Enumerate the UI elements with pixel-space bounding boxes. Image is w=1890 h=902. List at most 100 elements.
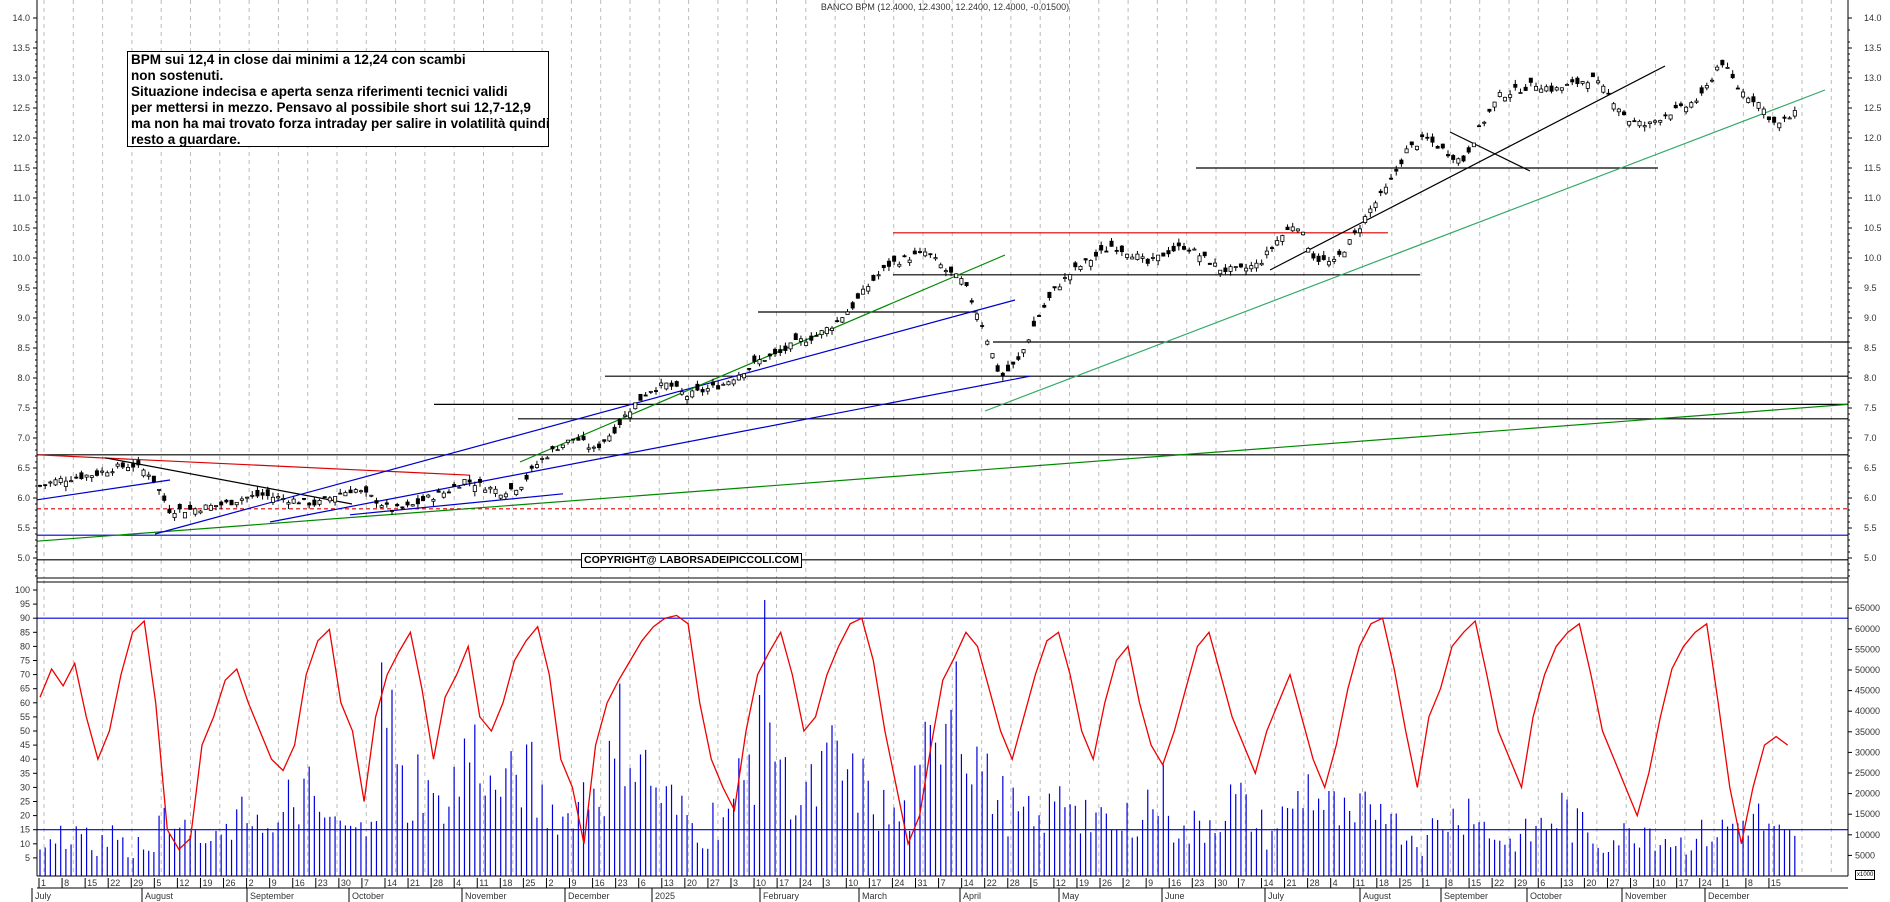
- svg-text:13.0: 13.0: [1864, 73, 1882, 83]
- svg-text:29: 29: [133, 878, 143, 888]
- svg-text:17: 17: [871, 878, 881, 888]
- svg-text:19: 19: [202, 878, 212, 888]
- svg-text:6: 6: [641, 878, 646, 888]
- svg-text:5000: 5000: [1855, 850, 1875, 860]
- svg-text:45000: 45000: [1855, 686, 1880, 696]
- svg-text:2025: 2025: [655, 891, 675, 901]
- svg-text:20000: 20000: [1855, 789, 1880, 799]
- svg-text:3: 3: [733, 878, 738, 888]
- svg-text:2: 2: [548, 878, 553, 888]
- svg-text:30: 30: [20, 782, 30, 792]
- svg-text:90: 90: [20, 613, 30, 623]
- svg-text:65000: 65000: [1855, 603, 1880, 613]
- svg-text:4: 4: [1333, 878, 1338, 888]
- note-line: per mettersi in mezzo. Pensavo al possib…: [131, 100, 531, 115]
- svg-text:9.5: 9.5: [17, 283, 30, 293]
- axes: 5.0 5.0 5.5 5.5 6.0 6.0 6.5 6.5 7.0 7.0 7.5 7.5 8.0 8…: [12, 0, 1882, 902]
- svg-text:30: 30: [341, 878, 351, 888]
- svg-text:22: 22: [1494, 878, 1504, 888]
- note-line: ma non ha mai trovato forza intraday per…: [131, 116, 550, 131]
- svg-text:17: 17: [1679, 878, 1689, 888]
- svg-text:6: 6: [1540, 878, 1545, 888]
- svg-text:60000: 60000: [1855, 624, 1880, 634]
- svg-text:13.5: 13.5: [12, 43, 30, 53]
- svg-text:35: 35: [20, 768, 30, 778]
- svg-text:5.0: 5.0: [17, 553, 30, 563]
- svg-text:80: 80: [20, 641, 30, 651]
- svg-text:8: 8: [64, 878, 69, 888]
- svg-text:19: 19: [1079, 878, 1089, 888]
- svg-text:14: 14: [964, 878, 974, 888]
- svg-text:4: 4: [456, 878, 461, 888]
- svg-text:5: 5: [156, 878, 161, 888]
- svg-text:12.0: 12.0: [12, 133, 30, 143]
- svg-text:29: 29: [1517, 878, 1527, 888]
- svg-text:October: October: [352, 891, 384, 901]
- svg-text:5.5: 5.5: [17, 523, 30, 533]
- svg-text:95: 95: [20, 599, 30, 609]
- svg-text:40000: 40000: [1855, 706, 1880, 716]
- svg-text:16: 16: [1171, 878, 1181, 888]
- svg-text:August: August: [1363, 891, 1392, 901]
- svg-text:13: 13: [664, 878, 674, 888]
- svg-text:12.5: 12.5: [12, 103, 30, 113]
- svg-text:July: July: [35, 891, 52, 901]
- note-line: BPM sui 12,4 in close dai minimi a 12,24…: [131, 52, 466, 67]
- svg-text:15: 15: [20, 825, 30, 835]
- svg-text:6.5: 6.5: [1864, 463, 1877, 473]
- svg-text:8: 8: [1448, 878, 1453, 888]
- svg-text:10: 10: [848, 878, 858, 888]
- svg-text:7: 7: [1240, 878, 1245, 888]
- svg-text:February: February: [763, 891, 800, 901]
- svg-text:30: 30: [1217, 878, 1227, 888]
- svg-text:12.5: 12.5: [1864, 103, 1882, 113]
- svg-text:1: 1: [1425, 878, 1430, 888]
- svg-text:25: 25: [1402, 878, 1412, 888]
- svg-text:5.0: 5.0: [1864, 553, 1877, 563]
- svg-text:14: 14: [1263, 878, 1273, 888]
- note-line: resto a guardare.: [131, 132, 241, 147]
- svg-text:5: 5: [25, 853, 30, 863]
- svg-text:20: 20: [687, 878, 697, 888]
- svg-text:11.0: 11.0: [13, 193, 30, 203]
- svg-text:16: 16: [595, 878, 605, 888]
- oscillator-line: [37, 614, 1848, 851]
- svg-text:12: 12: [1056, 878, 1066, 888]
- svg-text:10.5: 10.5: [12, 223, 30, 233]
- svg-text:June: June: [1165, 891, 1185, 901]
- svg-text:11.5: 11.5: [1864, 163, 1881, 173]
- svg-text:28: 28: [433, 878, 443, 888]
- svg-text:10.0: 10.0: [1864, 253, 1882, 263]
- svg-text:10: 10: [756, 878, 766, 888]
- svg-text:13: 13: [1563, 878, 1573, 888]
- svg-text:55000: 55000: [1855, 644, 1880, 654]
- svg-text:8.5: 8.5: [17, 343, 30, 353]
- svg-text:5.5: 5.5: [1864, 523, 1877, 533]
- svg-text:10000: 10000: [1855, 830, 1880, 840]
- svg-text:17: 17: [779, 878, 789, 888]
- svg-text:45: 45: [20, 740, 30, 750]
- svg-text:11: 11: [1356, 878, 1365, 888]
- chart-title: BANCO BPM (12.4000, 12.4300, 12.2400, 12…: [820, 2, 1070, 12]
- svg-text:15: 15: [1471, 878, 1481, 888]
- svg-text:31: 31: [918, 878, 928, 888]
- candlestick-series: [38, 59, 1797, 521]
- svg-text:24: 24: [894, 878, 904, 888]
- svg-text:20: 20: [20, 811, 30, 821]
- svg-text:14.0: 14.0: [1864, 13, 1882, 23]
- svg-text:8.0: 8.0: [17, 373, 30, 383]
- svg-text:18: 18: [502, 878, 512, 888]
- svg-text:8.5: 8.5: [1864, 343, 1877, 353]
- svg-text:8.0: 8.0: [1864, 373, 1877, 383]
- trendlines: [36, 65, 1849, 542]
- svg-text:May: May: [1062, 891, 1080, 901]
- svg-text:25000: 25000: [1855, 768, 1880, 778]
- svg-text:7.0: 7.0: [1864, 433, 1877, 443]
- svg-text:7: 7: [364, 878, 369, 888]
- svg-text:50000: 50000: [1855, 665, 1880, 675]
- svg-text:10: 10: [1656, 878, 1666, 888]
- svg-text:5: 5: [1033, 878, 1038, 888]
- horizontal-levels: [37, 167, 1848, 561]
- svg-text:2: 2: [1125, 878, 1130, 888]
